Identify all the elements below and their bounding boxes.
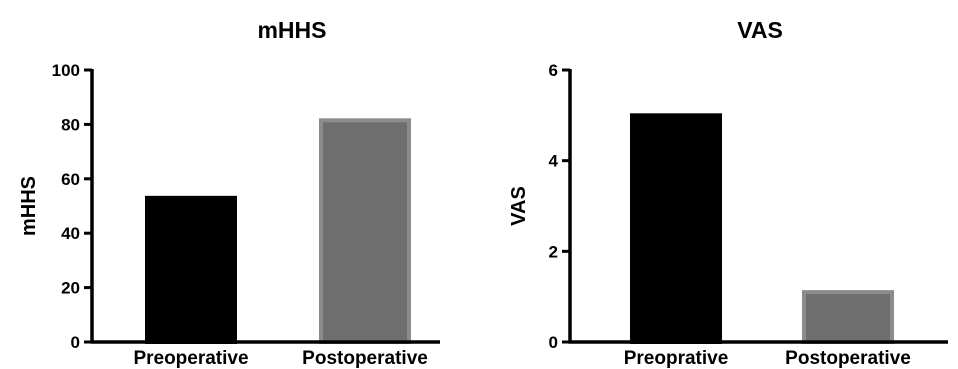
chart-2-category-label: Preoprative	[624, 348, 729, 369]
chart-2-y-tick-label: 4	[549, 152, 559, 171]
chart-2-y-tick-label: 6	[549, 61, 558, 80]
chart-2-y-tick-label: 0	[549, 333, 558, 352]
chart-2-category-label: Postoperative	[785, 348, 911, 369]
chart-1-bar-preoperative	[145, 195, 237, 344]
chart-1-y-tick-label: 60	[61, 170, 80, 189]
chart-1-y-axis-label: mHHS	[18, 176, 40, 236]
chart-1-category-label: Preoperative	[133, 348, 248, 369]
chart-1-title: mHHS	[257, 17, 326, 43]
chart-2-y-axis-label: VAS	[508, 186, 530, 226]
chart-2-bar-preoprative	[630, 113, 722, 345]
chart-1-y-tick-label: 20	[61, 279, 80, 298]
chart-2-y-tick-label: 2	[549, 242, 558, 261]
chart-1-y-tick-label: 40	[61, 224, 80, 243]
chart-1-category-label: Postoperative	[302, 348, 428, 369]
chart-1-y-tick-label: 0	[71, 333, 80, 352]
chart-1-bar-postoperative	[319, 118, 411, 344]
chart-2-bar-postoperative	[802, 290, 894, 344]
chart-2-title: VAS	[737, 17, 783, 43]
chart-1-y-tick-label: 80	[61, 115, 80, 134]
chart-1-y-tick-label: 100	[52, 61, 80, 80]
